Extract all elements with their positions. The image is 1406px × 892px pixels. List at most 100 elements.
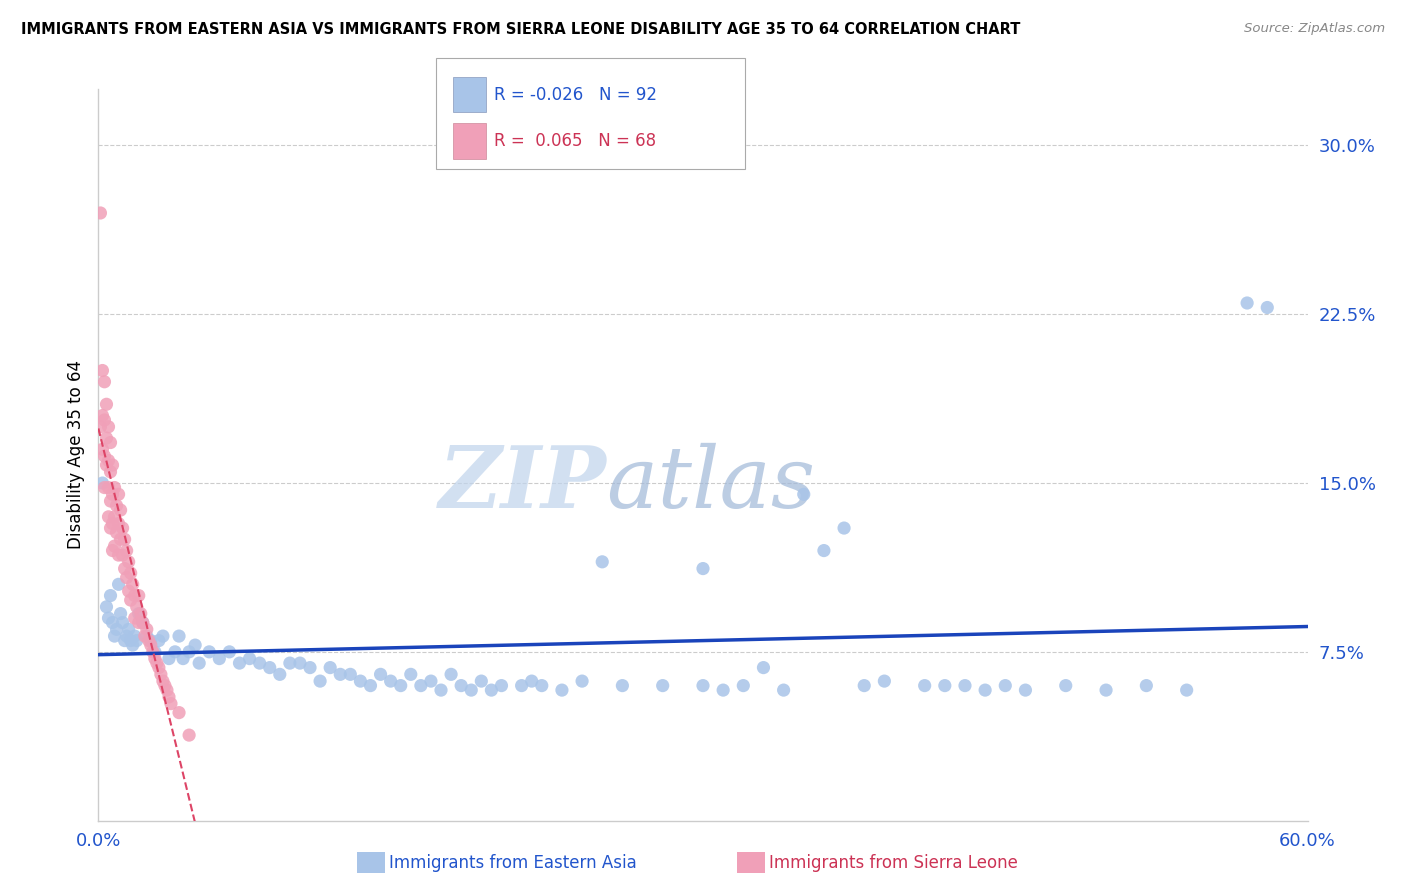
Point	[103, 509, 125, 524]
Point	[110, 503, 132, 517]
Point	[111, 521, 134, 535]
Point	[128, 589, 150, 603]
Point	[420, 674, 443, 689]
Point	[288, 656, 311, 670]
Text: R =  0.065   N = 68: R = 0.065 N = 68	[494, 132, 655, 150]
Point	[134, 629, 156, 643]
Point	[974, 683, 997, 698]
Point	[93, 375, 115, 389]
Point	[100, 465, 122, 479]
Text: Source: ZipAtlas.com: Source: ZipAtlas.com	[1244, 22, 1385, 36]
Point	[107, 516, 129, 531]
Point	[124, 589, 146, 603]
Point	[115, 571, 138, 585]
Point	[101, 615, 124, 630]
Point	[125, 599, 148, 614]
Point	[530, 679, 553, 693]
Point	[319, 660, 342, 674]
Point	[370, 667, 392, 681]
Point	[873, 674, 896, 689]
Point	[93, 413, 115, 427]
Point	[399, 667, 422, 681]
Point	[1135, 679, 1157, 693]
Point	[107, 577, 129, 591]
Point	[128, 607, 150, 621]
Point	[156, 683, 179, 698]
Point	[97, 419, 120, 434]
Point	[93, 449, 115, 463]
Point	[89, 419, 111, 434]
Point	[309, 674, 332, 689]
Point	[118, 584, 141, 599]
Point	[93, 481, 115, 495]
Point	[228, 656, 250, 670]
Point	[692, 561, 714, 575]
Point	[138, 633, 160, 648]
Point	[107, 487, 129, 501]
Point	[157, 651, 180, 665]
Point	[91, 363, 114, 377]
Point	[218, 645, 240, 659]
Point	[132, 615, 155, 630]
Point	[239, 651, 262, 665]
Point	[124, 611, 146, 625]
Point	[124, 629, 146, 643]
Point	[167, 629, 190, 643]
Point	[139, 638, 162, 652]
Point	[101, 543, 124, 558]
Point	[110, 533, 132, 547]
Point	[299, 660, 322, 674]
Point	[1236, 296, 1258, 310]
Point	[114, 561, 136, 575]
Point	[813, 543, 835, 558]
Point	[440, 667, 463, 681]
Point	[152, 629, 174, 643]
Point	[172, 651, 194, 665]
Point	[832, 521, 855, 535]
Point	[481, 683, 503, 698]
Point	[96, 397, 118, 411]
Text: Immigrants from Sierra Leone: Immigrants from Sierra Leone	[769, 854, 1018, 871]
Point	[259, 660, 281, 674]
Point	[114, 533, 136, 547]
Point	[914, 679, 936, 693]
Point	[450, 679, 472, 693]
Point	[105, 499, 128, 513]
Point	[160, 697, 183, 711]
Point	[188, 656, 211, 670]
Text: IMMIGRANTS FROM EASTERN ASIA VS IMMIGRANTS FROM SIERRA LEONE DISABILITY AGE 35 T: IMMIGRANTS FROM EASTERN ASIA VS IMMIGRAN…	[21, 22, 1021, 37]
Point	[100, 521, 122, 535]
Text: R = -0.026   N = 92: R = -0.026 N = 92	[494, 86, 657, 103]
Point	[111, 548, 134, 562]
Point	[994, 679, 1017, 693]
Point	[571, 674, 593, 689]
Point	[934, 679, 956, 693]
Point	[103, 629, 125, 643]
Point	[551, 683, 574, 698]
Point	[107, 548, 129, 562]
Point	[91, 476, 114, 491]
Point	[148, 633, 170, 648]
Point	[115, 543, 138, 558]
Point	[110, 607, 132, 621]
Point	[612, 679, 634, 693]
Text: ZIP: ZIP	[439, 442, 606, 526]
Point	[96, 458, 118, 472]
Point	[97, 611, 120, 625]
Point	[1175, 683, 1198, 698]
Y-axis label: Disability Age 35 to 64: Disability Age 35 to 64	[66, 360, 84, 549]
Point	[953, 679, 976, 693]
Point	[269, 667, 291, 681]
Point	[460, 683, 482, 698]
Point	[167, 706, 190, 720]
Point	[853, 679, 876, 693]
Point	[96, 431, 118, 445]
Point	[198, 645, 221, 659]
Point	[135, 623, 157, 637]
Point	[91, 442, 114, 457]
Point	[97, 453, 120, 467]
Point	[752, 660, 775, 674]
Point	[1256, 301, 1278, 315]
Point	[329, 667, 352, 681]
Point	[118, 623, 141, 637]
